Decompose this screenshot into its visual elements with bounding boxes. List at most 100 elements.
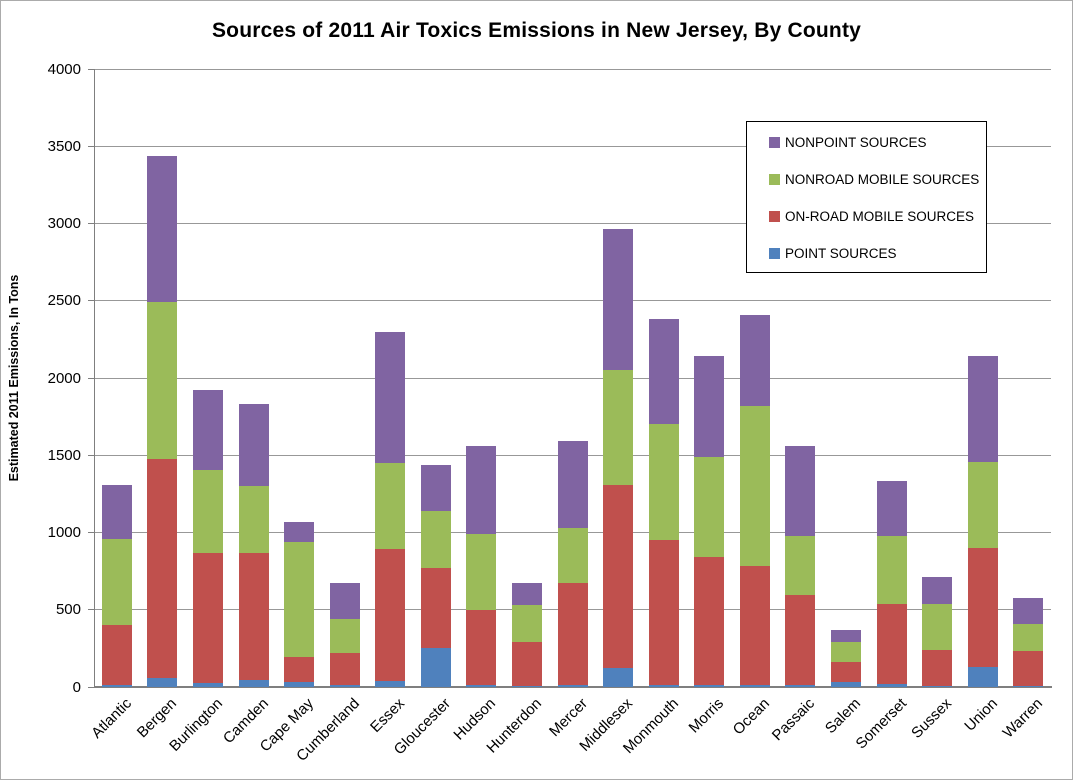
bar-segment	[603, 667, 634, 687]
x-category-label: Sussex	[908, 695, 956, 742]
legend-item: POINT SOURCES	[769, 246, 897, 261]
bar-segment	[830, 682, 861, 687]
bar-segment	[511, 642, 542, 687]
bar-segment	[101, 684, 132, 687]
bar-segment	[466, 445, 497, 535]
bar-segment	[922, 649, 953, 687]
legend-swatch-icon	[769, 136, 780, 148]
y-axis-tick	[88, 300, 94, 302]
bar-segment	[739, 565, 770, 686]
x-category-label: Warren	[999, 695, 1047, 742]
y-axis-tick	[88, 686, 94, 688]
bar-segment	[329, 685, 360, 687]
bar-segment	[101, 484, 132, 539]
bar-segment	[1013, 624, 1044, 651]
bar-segment	[238, 486, 269, 554]
y-axis-tick	[88, 377, 94, 379]
y-axis-line	[93, 69, 95, 687]
y-tick-label: 0	[72, 678, 81, 696]
legend-item: ON-ROAD MOBILE SOURCES	[769, 208, 975, 224]
y-tick-label: 3000	[47, 215, 81, 232]
bar-segment	[785, 535, 816, 596]
bar-segment	[192, 553, 223, 684]
bar-segment	[694, 684, 725, 687]
bar-segment	[147, 155, 178, 302]
bar-segment	[375, 462, 406, 550]
bar-segment	[648, 540, 679, 686]
x-category-label: Union	[960, 695, 1001, 735]
legend-swatch-icon	[769, 247, 780, 259]
bar-segment	[101, 625, 132, 685]
y-tick-label: 1500	[47, 446, 81, 464]
y-axis-tick	[88, 68, 94, 70]
legend-item: NONPOINT SOURCES	[769, 135, 927, 150]
bar-segment	[284, 541, 315, 657]
bar-segment	[192, 683, 223, 687]
bar-segment	[284, 682, 315, 687]
bar-segment	[739, 685, 770, 687]
bar-segment	[238, 553, 269, 681]
bar-segment	[284, 522, 315, 542]
bar-segment	[511, 582, 542, 606]
y-tick-label: 4000	[47, 60, 81, 78]
bar-segment	[967, 547, 998, 667]
bar-segment	[466, 609, 497, 686]
bar-segment	[192, 469, 223, 554]
bar-segment	[603, 484, 634, 668]
gridline	[94, 377, 1051, 379]
bar-segment	[375, 331, 406, 463]
legend-swatch-icon	[769, 173, 780, 185]
x-category-label: Salem	[821, 695, 864, 738]
legend-swatch-icon	[769, 210, 780, 222]
bar-segment	[922, 686, 953, 688]
y-axis-tick	[88, 145, 94, 147]
bar-segment	[147, 459, 178, 678]
bar-segment	[557, 527, 588, 583]
bar-segment	[876, 603, 907, 684]
bar-segment	[876, 480, 907, 536]
bar-segment	[922, 576, 953, 604]
bar-segment	[876, 535, 907, 604]
x-category-label: Atlantic	[87, 695, 135, 742]
bar-segment	[147, 301, 178, 460]
bar-segment	[1013, 686, 1044, 688]
y-axis-title: Estimated 2011 Emissions, In Tons	[7, 274, 21, 482]
x-category-label: Morris	[685, 695, 728, 737]
bar-segment	[830, 662, 861, 683]
bar-segment	[739, 314, 770, 406]
bar-segment	[284, 656, 315, 683]
bar-segment	[603, 228, 634, 370]
bar-segment	[466, 534, 497, 610]
bar-segment	[967, 666, 998, 687]
y-axis-tick	[88, 223, 94, 224]
bar-segment	[648, 318, 679, 425]
bar-segment	[238, 680, 269, 687]
bar-segment	[694, 456, 725, 558]
gridline	[94, 223, 1051, 224]
legend-label: ON-ROAD MOBILE SOURCES	[785, 208, 975, 224]
bar-segment	[785, 595, 816, 686]
bar-segment	[375, 680, 406, 687]
legend-label: NONROAD MOBILE SOURCES	[785, 171, 980, 187]
bar-segment	[648, 685, 679, 687]
gridline	[94, 68, 1051, 70]
bar-segment	[466, 685, 497, 687]
bar-segment	[648, 424, 679, 541]
bar-segment	[739, 405, 770, 566]
bar-segment	[876, 683, 907, 687]
bar-segment	[1013, 650, 1044, 687]
bar-segment	[785, 445, 816, 536]
x-axis-line	[93, 686, 1052, 688]
bar-segment	[511, 686, 542, 688]
bar-segment	[511, 605, 542, 643]
bar-segment	[785, 685, 816, 687]
bar-segment	[420, 465, 451, 511]
bar-segment	[557, 685, 588, 687]
bar-segment	[147, 677, 178, 687]
bar-segment	[420, 648, 451, 687]
y-axis-tick	[88, 609, 94, 611]
y-axis-tick	[88, 532, 94, 533]
bar-segment	[329, 619, 360, 653]
bar-segment	[420, 510, 451, 569]
